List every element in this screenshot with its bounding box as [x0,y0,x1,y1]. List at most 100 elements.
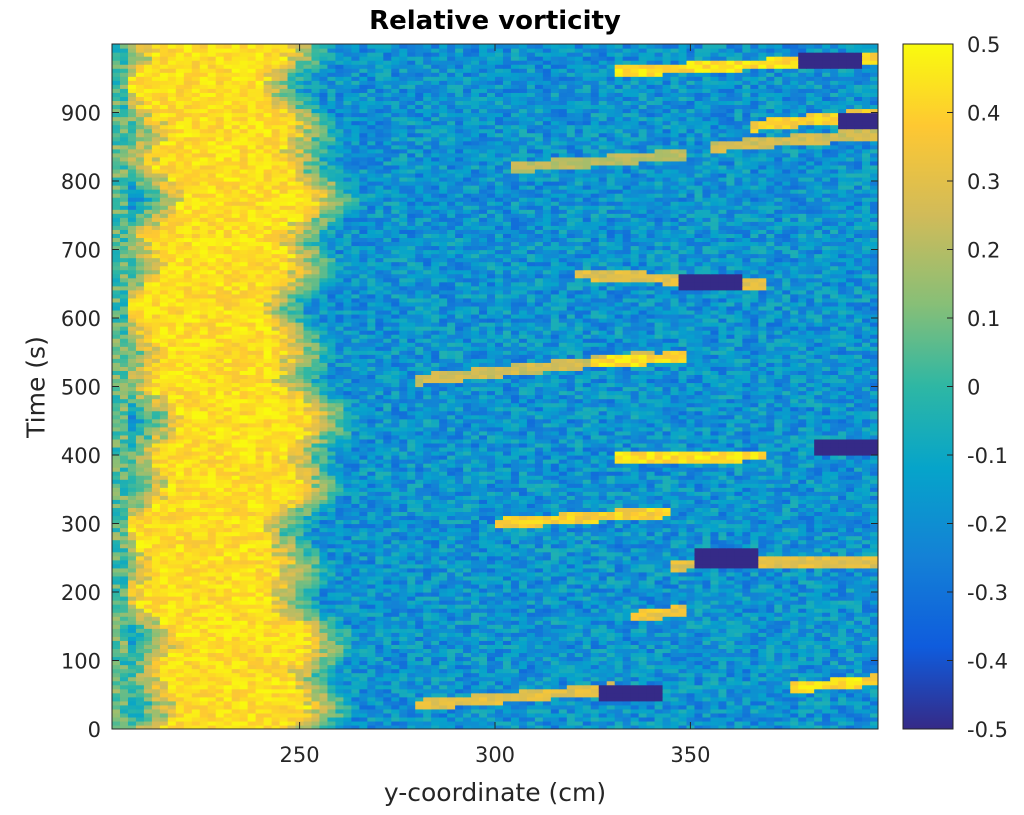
heatmap-cell [183,696,193,702]
heatmap-cell [431,604,440,609]
heatmap-cell [606,543,616,549]
heatmap-cell [574,523,584,529]
heatmap-cell [463,716,472,722]
heatmap-cell [303,724,313,729]
heatmap-cell [718,563,727,569]
heatmap-cell [487,587,496,593]
heatmap-cell [151,676,161,682]
heatmap-cell [143,519,153,525]
heatmap-cell [439,539,448,545]
heatmap-cell [127,592,137,597]
heatmap-cell [191,656,201,662]
heatmap-cell [271,628,281,633]
heatmap-cell [112,523,121,529]
heatmap-cell [566,716,576,722]
heatmap-cell [838,664,847,670]
heatmap-cell [319,583,329,589]
heatmap-cell [830,712,839,718]
heatmap-cell [630,620,640,625]
heatmap-cell [854,636,863,641]
heatmap-cell [862,680,871,686]
heatmap-cell [774,592,783,597]
heatmap-cell [710,555,720,561]
heatmap-cell [614,692,624,698]
heatmap-cell [327,684,337,690]
heatmap-cell [606,672,616,678]
heatmap-cell [510,559,520,565]
heatmap-cell [654,579,664,585]
heatmap-cell [862,620,871,625]
heatmap-cell [215,684,225,690]
heatmap-cell [854,632,863,637]
heatmap-cell [343,555,352,561]
heatmap-cell [734,684,743,690]
heatmap-cell [582,567,592,573]
heatmap-cell [654,523,664,529]
heatmap-cell [359,716,368,722]
heatmap-cell [311,575,321,581]
heatmap-cell [287,632,297,637]
heatmap-cell [463,656,472,662]
heatmap-cell [215,680,225,686]
heatmap-cell [606,692,616,698]
heatmap-cell [127,555,137,561]
heatmap-cell [383,652,392,658]
heatmap-cell [303,660,313,666]
heatmap-cell [534,712,544,718]
heatmap-cell [287,644,297,650]
heatmap-cell [303,539,313,545]
heatmap-cell [574,724,584,729]
heatmap-cell [622,636,632,641]
heatmap-cell [646,700,656,706]
heatmap-cell [518,543,528,549]
heatmap-cell [822,676,831,682]
heatmap-cell [518,692,528,698]
heatmap-cell [550,612,560,617]
heatmap-cell [758,704,767,710]
heatmap-cell [295,624,305,629]
heatmap-cell [598,628,608,633]
heatmap-cell [255,519,265,525]
heatmap-cell [287,592,297,597]
heatmap-cell [806,527,815,533]
heatmap-cell [487,571,496,577]
heatmap-cell [862,660,871,666]
heatmap-cell [247,672,257,678]
heatmap-cell [694,575,704,581]
heatmap-cell [766,724,775,729]
heatmap-cell [662,519,672,525]
heatmap-cell [830,571,839,577]
heatmap-cell [822,712,831,718]
heatmap-cell [327,616,337,621]
heatmap-cell [327,724,337,729]
heatmap-cell [383,583,392,589]
heatmap-cell [471,672,480,678]
heatmap-cell [151,535,161,541]
heatmap-cell [383,648,392,654]
heatmap-cell [447,632,456,637]
heatmap-cell [534,624,544,629]
heatmap-cell [678,712,688,718]
heatmap-cell [598,587,608,593]
heatmap-cell [774,571,783,577]
heatmap-cell [614,676,624,682]
heatmap-cell [750,680,759,686]
heatmap-cell [327,551,337,557]
heatmap-cell [215,704,225,710]
heatmap-cell [702,656,712,662]
heatmap-cell [838,523,847,529]
heatmap-cell [439,567,448,573]
heatmap-cell [407,604,416,609]
heatmap-cell [375,688,384,694]
heatmap-cell [846,692,855,698]
heatmap-cell [574,563,584,569]
heatmap-cell [327,523,337,529]
heatmap-cell [798,535,807,541]
heatmap-cell [526,616,536,621]
heatmap-cell [662,587,672,593]
heatmap-cell [726,547,735,553]
heatmap-cell [207,676,217,682]
heatmap-cell [510,583,520,589]
heatmap-cell [183,652,193,658]
heatmap-cell [742,612,751,617]
